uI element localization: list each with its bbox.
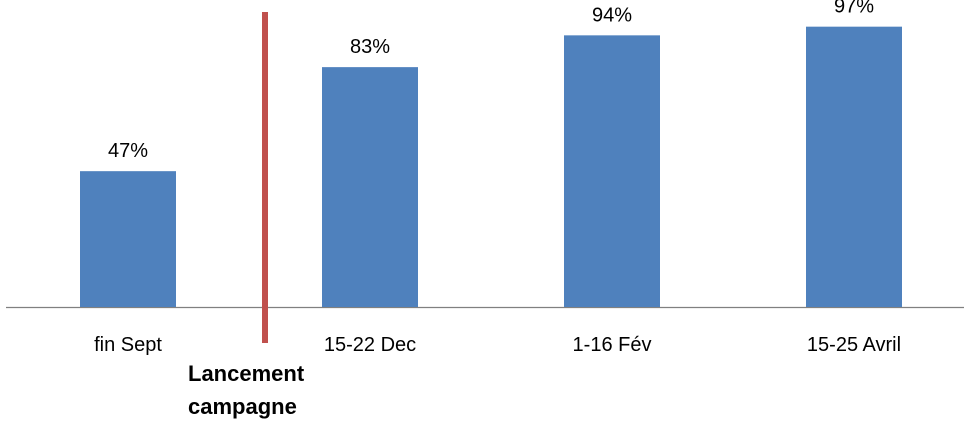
data-labels-group: 47% 83% 94% 97%: [108, 0, 874, 162]
x-tick-label-3: 15-25 Avril: [807, 334, 901, 356]
data-label-2: 94%: [592, 4, 632, 26]
bar-0: [80, 171, 176, 307]
bar-1: [322, 67, 418, 307]
bar-2: [564, 35, 660, 308]
campaign-launch-label-line-1: Lancement: [188, 361, 305, 386]
bars-group: [80, 26, 902, 308]
bar-3: [806, 26, 902, 307]
data-label-0: 47%: [108, 140, 148, 162]
x-tick-labels-group: fin Sept 15-22 Dec 1-16 Fév 15-25 Avril: [94, 334, 901, 356]
data-label-1: 83%: [350, 36, 390, 58]
data-label-3: 97%: [834, 0, 874, 18]
x-tick-label-2: 1-16 Fév: [573, 334, 652, 356]
x-tick-label-0: fin Sept: [94, 334, 162, 356]
campaign-launch-label-line-2: campagne: [188, 394, 297, 419]
x-tick-label-1: 15-22 Dec: [324, 334, 416, 356]
